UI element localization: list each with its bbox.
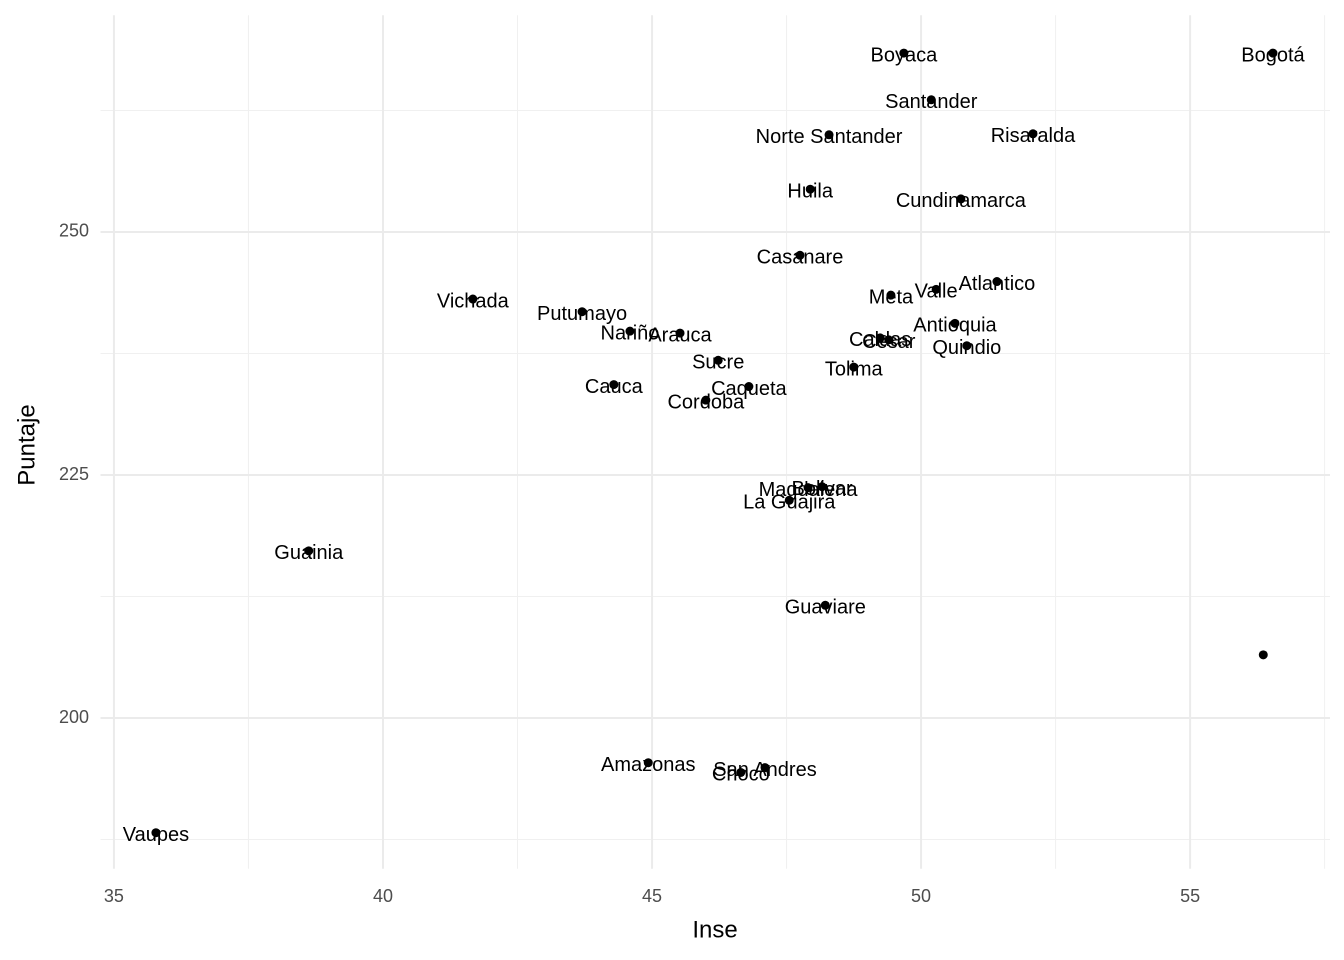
point-label: Atlantico bbox=[959, 273, 1036, 295]
point bbox=[886, 290, 896, 300]
point-label: Santander bbox=[885, 91, 978, 113]
y-axis-title: Puntaje bbox=[13, 404, 40, 485]
point-label: Cordoba bbox=[667, 391, 745, 413]
point-label: Norte Santander bbox=[756, 126, 903, 148]
y-tick-label: 250 bbox=[59, 221, 89, 241]
x-axis-title: Inse bbox=[692, 916, 737, 943]
y-tick-label: 225 bbox=[59, 464, 89, 484]
point bbox=[962, 341, 972, 351]
point-label: Bolivar bbox=[791, 478, 852, 500]
point-label: Choco bbox=[712, 764, 770, 786]
point bbox=[1028, 129, 1038, 139]
point-label: Valle bbox=[915, 281, 958, 303]
point bbox=[701, 395, 711, 405]
point bbox=[805, 184, 815, 194]
point bbox=[744, 382, 754, 392]
point bbox=[643, 758, 653, 768]
point bbox=[736, 767, 746, 777]
point bbox=[795, 250, 805, 260]
point-label: Arauca bbox=[648, 324, 712, 346]
point-label: Caldas bbox=[849, 329, 911, 351]
x-tick-label: 40 bbox=[373, 886, 393, 906]
point bbox=[956, 194, 966, 204]
x-tick-label: 35 bbox=[104, 886, 124, 906]
y-tick-label: 200 bbox=[59, 707, 89, 727]
point bbox=[1268, 48, 1278, 58]
point-label: Amazonas bbox=[601, 754, 696, 776]
point bbox=[304, 546, 314, 556]
point-label: Casanare bbox=[757, 247, 844, 269]
point bbox=[950, 318, 960, 328]
point bbox=[760, 763, 770, 773]
point bbox=[468, 294, 478, 304]
point-label: Nariño bbox=[601, 322, 660, 344]
point-label: Caqueta bbox=[711, 378, 787, 400]
point bbox=[820, 600, 830, 610]
point-label: Putumayo bbox=[537, 303, 627, 325]
point bbox=[875, 333, 885, 343]
point-label: Risaralda bbox=[991, 125, 1076, 147]
point bbox=[992, 277, 1002, 287]
point-label: Quindio bbox=[932, 337, 1001, 359]
point bbox=[926, 95, 936, 105]
point-label: Cauca bbox=[585, 376, 644, 398]
point-label: Guainia bbox=[274, 542, 344, 564]
point-label: Sucre bbox=[692, 352, 744, 374]
x-tick-label: 50 bbox=[911, 886, 931, 906]
x-tick-label: 45 bbox=[642, 886, 662, 906]
point-label: Antioquia bbox=[913, 315, 997, 337]
point bbox=[675, 328, 685, 338]
point bbox=[784, 495, 794, 505]
point bbox=[625, 326, 635, 336]
point bbox=[824, 130, 834, 140]
point bbox=[713, 355, 723, 365]
point-label: Guaviare bbox=[785, 597, 866, 619]
point bbox=[803, 483, 813, 493]
point-label: Cundinamarca bbox=[896, 190, 1027, 212]
point bbox=[884, 335, 894, 345]
point bbox=[931, 284, 941, 294]
point-label: Tolima bbox=[825, 358, 884, 380]
point bbox=[849, 362, 859, 372]
point bbox=[817, 482, 827, 492]
point-label: Cesar bbox=[862, 331, 916, 353]
point bbox=[151, 828, 161, 838]
x-tick-label: 55 bbox=[1180, 886, 1200, 906]
point bbox=[577, 307, 587, 317]
point-label: Bogotá bbox=[1241, 44, 1305, 66]
point bbox=[899, 48, 909, 58]
point-label: La Guajira bbox=[743, 492, 836, 514]
point-label: Vaupes bbox=[123, 824, 189, 846]
point bbox=[1258, 650, 1268, 660]
point-label: Magdalena bbox=[759, 479, 859, 501]
point-label: Vichada bbox=[437, 290, 510, 312]
point-label: Meta bbox=[869, 286, 914, 308]
point-label: Boyaca bbox=[870, 44, 938, 66]
point bbox=[609, 380, 619, 390]
point-label: Huila bbox=[787, 180, 833, 202]
